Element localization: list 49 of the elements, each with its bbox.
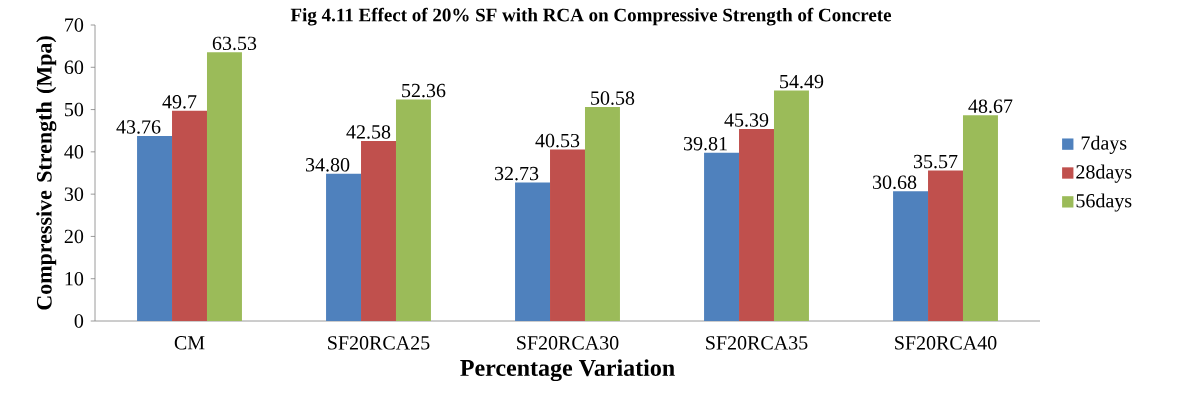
data-label: 30.68 — [873, 175, 917, 190]
y-tick-label: 40 — [64, 145, 84, 159]
data-label: 39.81 — [683, 136, 727, 151]
bar — [962, 115, 998, 321]
bar — [893, 191, 929, 321]
y-axis-title: Compressive Strength (Mpa) — [36, 36, 57, 310]
bar — [326, 173, 362, 321]
x-axis-title: Percentage Variation — [460, 359, 675, 382]
bar — [773, 90, 809, 321]
bar — [928, 170, 963, 321]
data-label: 32.73 — [494, 166, 539, 181]
bar — [739, 129, 774, 321]
data-label: 52.36 — [402, 83, 446, 98]
y-tick-label: 60 — [64, 60, 84, 75]
bar — [704, 152, 740, 321]
bar — [206, 52, 242, 321]
data-label: 43.76 — [116, 120, 161, 134]
y-tick-label: 0 — [74, 314, 84, 328]
bar — [361, 140, 396, 321]
y-tick-label: 10 — [65, 271, 84, 286]
x-tick-label: CM — [174, 336, 205, 350]
y-tick-label: 50 — [65, 102, 84, 117]
x-tick-label: SF20RCA35 — [706, 336, 808, 350]
bar — [137, 135, 173, 321]
bar — [515, 182, 551, 321]
chart-title: Fig 4.11 Effect of 20% SF with RCA on Compressive Strength of Concrete — [290, 7, 892, 26]
legend-label: 56days — [1076, 193, 1132, 212]
y-tick-label: 20 — [64, 229, 84, 244]
x-tick-label: SF20RCA40 — [895, 336, 997, 350]
bar — [172, 110, 207, 321]
data-label: 54.49 — [780, 74, 824, 89]
legend-label: 28days — [1076, 164, 1132, 183]
data-label: 40.53 — [535, 133, 580, 148]
data-label: 45.39 — [724, 113, 769, 127]
data-label: 35.57 — [913, 154, 958, 169]
y-tick-label: 30 — [64, 187, 84, 201]
data-label: 63.53 — [212, 36, 257, 51]
legend-label: 7days — [1081, 135, 1127, 154]
x-tick-label: SF20RCA25 — [328, 336, 430, 350]
y-tick-label: 70 — [65, 18, 84, 32]
bar — [550, 149, 585, 321]
x-tick-label: SF20RCA30 — [517, 336, 619, 350]
data-label: 49.7 — [162, 95, 197, 109]
data-label: 42.58 — [346, 125, 391, 139]
bar — [395, 99, 431, 321]
data-label: 48.67 — [968, 99, 1013, 113]
data-label: 34.80 — [305, 158, 350, 172]
bar — [584, 107, 620, 321]
data-label: 50.58 — [591, 91, 635, 105]
